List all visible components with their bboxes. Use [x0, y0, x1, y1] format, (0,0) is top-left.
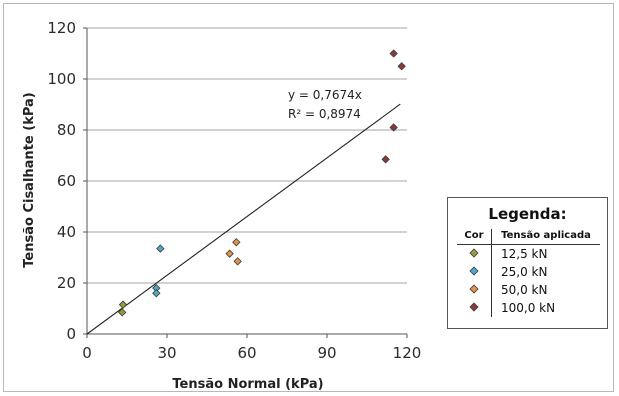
y-tick-label: 0: [66, 325, 76, 343]
trendline: [86, 103, 401, 335]
legend-marker: [469, 265, 479, 276]
trendline-equation: y = 0,7674x: [288, 88, 362, 102]
y-tick-label: 20: [57, 274, 76, 292]
y-tick-label: 100: [47, 70, 76, 88]
x-tick-label: 60: [237, 344, 256, 362]
legend-row: 25,0 kN: [457, 263, 600, 281]
legend-table: Cor Tensão aplicada 12,5 kN 25,0 kN 50,0 k…: [457, 229, 600, 317]
gridlines: [83, 27, 408, 338]
legend-marker: [469, 301, 479, 312]
legend-label: 25,0 kN: [501, 265, 548, 279]
y-tick-label: 60: [57, 172, 76, 190]
axes: [86, 28, 407, 335]
trendline-r2: R² = 0,8974: [288, 107, 361, 121]
data-point-series-0-0: [118, 300, 128, 309]
legend-swatch-cell: [457, 299, 492, 317]
x-tick-label: 30: [157, 344, 176, 362]
x-tick-label: 120: [393, 344, 422, 362]
legend-row: 12,5 kN: [457, 244, 600, 263]
legend-marker: [469, 283, 479, 294]
y-tick-label: 120: [47, 19, 76, 37]
x-axis-title: Tensão Normal (kPa): [172, 377, 323, 392]
legend-header-load: Tensão aplicada: [491, 229, 600, 245]
data-point-series-2-2: [233, 257, 242, 266]
chart-frame: [3, 3, 614, 392]
legend-marker: [469, 247, 479, 258]
data-points: [118, 49, 406, 317]
legend-swatch-cell: [457, 263, 492, 281]
legend-swatch-cell: [457, 244, 492, 263]
legend-swatch-cell: [457, 281, 492, 299]
data-point-series-3-2: [389, 123, 398, 132]
legend-label: 100,0 kN: [501, 301, 556, 315]
data-point-series-0-1: [118, 308, 127, 317]
legend-row: 100,0 kN: [457, 299, 600, 317]
legend-header-color: Cor: [457, 229, 492, 245]
y-axis-title: Tensão Cisalhante (kPa): [22, 92, 37, 267]
x-tick-label: 90: [317, 344, 336, 362]
data-point-series-3-1: [397, 62, 406, 71]
legend-label: 12,5 kN: [501, 247, 548, 261]
data-point-series-3-3: [381, 155, 390, 164]
x-tick-label: 0: [82, 344, 92, 362]
y-tick-label: 80: [57, 121, 76, 139]
legend-row: 50,0 kN: [457, 281, 600, 299]
y-tick-label: 40: [57, 223, 76, 241]
data-point-series-1-0: [156, 244, 165, 253]
tick-labels: 0 20 40 60 80 100 120 0 30 60 90 120: [47, 19, 421, 362]
data-point-series-3-0: [389, 49, 398, 58]
legend-box: Legenda: Cor Tensão aplicada 12,5 kN 25,0…: [447, 197, 608, 329]
data-point-series-2-0: [232, 238, 241, 247]
data-point-series-2-1: [225, 249, 234, 258]
data-point-series-1-2: [152, 289, 161, 298]
legend-label: 50,0 kN: [501, 283, 548, 297]
legend-title: Legenda:: [488, 205, 567, 223]
